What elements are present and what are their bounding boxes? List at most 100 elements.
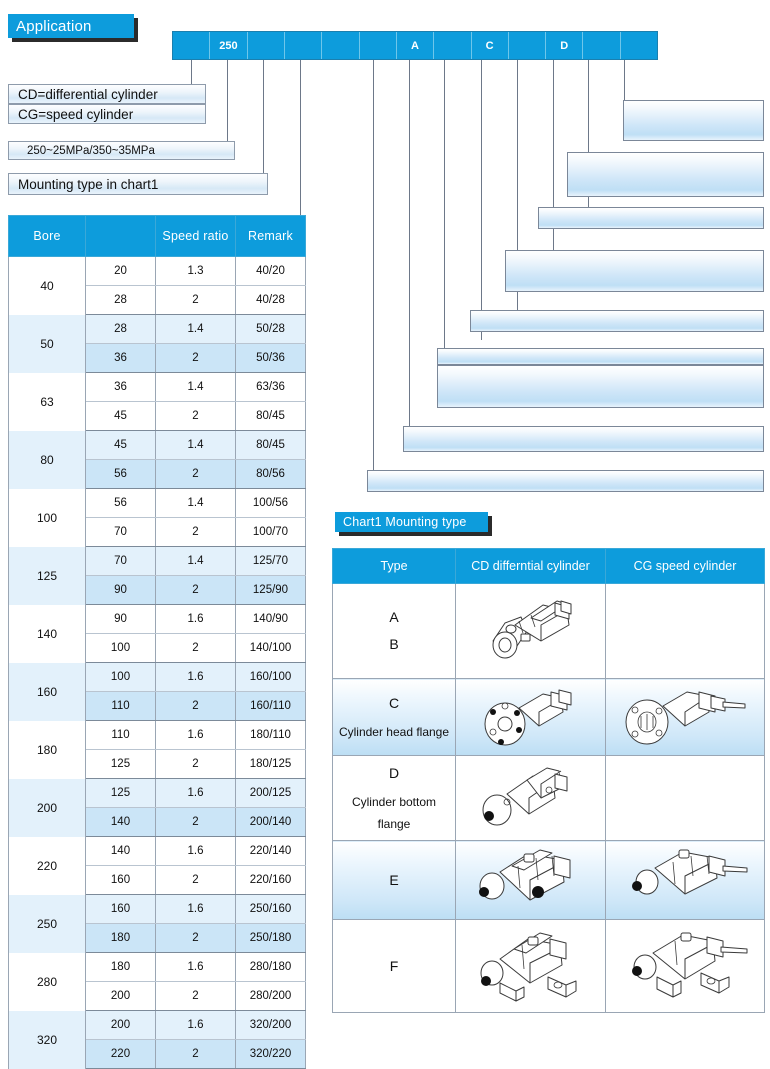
cell-remark: 40/28: [235, 285, 306, 315]
cell-speed-ratio: 2: [155, 691, 236, 721]
cell-cg-cylinder-image: [605, 583, 765, 679]
cell-rod-diameter: 45: [85, 430, 156, 460]
descriptor-cd-differential-label: CD=differential cylinder: [18, 86, 158, 102]
cell-bore: 180: [8, 720, 86, 779]
cell-mounting-type: D Cylinder bottom flange: [332, 754, 456, 842]
table-row: 40 20 1.3 40/20: [8, 256, 306, 315]
cell-speed-ratio: 2: [155, 865, 236, 895]
bore-table-col-bore: Bore: [8, 215, 86, 257]
code-segment-13: [621, 32, 657, 59]
cell-speed-ratio: 1.4: [155, 372, 236, 402]
cell-cd-cylinder-image: [455, 678, 606, 756]
cell-remark: 280/180: [235, 952, 306, 982]
table-row: 220 140 1.6 220/140: [8, 836, 306, 895]
cell-rod-diameter: 56: [85, 488, 156, 518]
code-segment-12: [583, 32, 621, 59]
bore-spec-table: Bore Speed ratio Remark 40 20 1.3 40/20 28 2 4…: [8, 215, 306, 1069]
code-segment-7: A: [397, 32, 435, 59]
cell-speed-ratio: 1.4: [155, 314, 236, 344]
table-row: 45 2 80/45: [9, 401, 306, 431]
table-row: 80 45 1.4 80/45: [8, 430, 306, 489]
chart1-header-label: Chart1 Mounting type: [343, 514, 467, 529]
cell-cd-cylinder-image: [455, 754, 606, 842]
cell-speed-ratio: 1.4: [155, 430, 236, 460]
table-row: 100 2 140/100: [9, 633, 306, 663]
descriptor-pressure-rating-label: 250~25MPa/350~35MPa: [27, 144, 155, 157]
table-row: 160 2 220/160: [9, 865, 306, 895]
cell-rod-diameter: 70: [85, 546, 156, 576]
mounting-type-letter: E: [389, 871, 399, 888]
bore-table-col-rod: [85, 215, 156, 257]
table-row: 280 180 1.6 280/180: [8, 952, 306, 1011]
cell-rod-diameter: 160: [85, 865, 156, 895]
application-header-tag: Application: [8, 14, 134, 38]
cell-speed-ratio: 2: [155, 923, 236, 953]
cell-mounting-type: C Cylinder head flange: [332, 678, 456, 756]
cell-bore: 50: [8, 314, 86, 373]
cell-remark: 50/36: [235, 343, 306, 373]
cell-speed-ratio: 1.4: [155, 546, 236, 576]
cell-rod-diameter: 56: [85, 459, 156, 489]
cell-remark: 250/160: [235, 894, 306, 924]
cell-cg-cylinder-image: [605, 754, 765, 842]
cell-remark: 180/125: [235, 749, 306, 779]
bore-table-col-remark: Remark: [235, 215, 306, 257]
leader-line-seg5: [373, 60, 374, 484]
cell-speed-ratio: 1.6: [155, 952, 236, 982]
bore-table-header-row: Bore Speed ratio Remark: [8, 215, 306, 257]
cell-bore: 160: [8, 662, 86, 721]
cell-rod-diameter: 36: [85, 343, 156, 373]
mounting-type-letter: C: [388, 695, 400, 712]
code-segment-10: [509, 32, 547, 59]
cell-bore: 40: [8, 256, 86, 315]
cell-speed-ratio: 2: [155, 343, 236, 373]
table-row: 63 36 1.4 63/36: [8, 372, 306, 431]
cell-speed-ratio: 1.6: [155, 662, 236, 692]
table-row: 180 110 1.6 180/110: [8, 720, 306, 779]
chart1-table-header-row: Type CD differntial cylinder CG speed cy…: [332, 548, 765, 584]
callout-box-3: [538, 207, 764, 229]
cell-cd-cylinder-image: [455, 583, 606, 679]
leader-line-seg7: [444, 60, 445, 388]
chart1-mounting-type-table: Type CD differntial cylinder CG speed cy…: [332, 548, 765, 1014]
bore-table-col-speed-ratio: Speed ratio: [155, 215, 236, 257]
code-segment-9: C: [472, 32, 509, 59]
chart1-table-head: Type CD differntial cylinder CG speed cy…: [332, 548, 765, 584]
descriptor-cd-differential: CD=differential cylinder: [8, 84, 206, 104]
table-row: 90 2 125/90: [9, 575, 306, 605]
cell-remark: 160/100: [235, 662, 306, 692]
cell-remark: 320/200: [235, 1010, 306, 1040]
table-row: 100 56 1.4 100/56: [8, 488, 306, 547]
cell-speed-ratio: 2: [155, 285, 236, 315]
table-row: 140 90 1.6 140/90: [8, 604, 306, 663]
cell-speed-ratio: 1.6: [155, 1010, 236, 1040]
mounting-type-letter: D: [388, 765, 400, 781]
cell-rod-diameter: 140: [85, 836, 156, 866]
mounting-type-description: Cylinder bottom flange: [351, 794, 437, 832]
cell-rod-diameter: 20: [85, 256, 156, 286]
cell-remark: 280/200: [235, 981, 306, 1011]
callout-box-1: [623, 100, 764, 141]
cell-bore: 140: [8, 604, 86, 663]
code-segment-1: [173, 32, 211, 59]
callout-box-2: [567, 152, 764, 197]
cell-remark: 100/56: [235, 488, 306, 518]
leader-line-seg9: [517, 60, 518, 310]
leader-line-seg11: [588, 60, 589, 207]
table-row: 160 100 1.6 160/100: [8, 662, 306, 721]
ordering-code-bar: 250 A C D: [172, 31, 658, 60]
table-row: 200 125 1.6 200/125: [8, 778, 306, 837]
code-segment-2: 250: [210, 32, 248, 59]
cell-bore: 250: [8, 894, 86, 953]
cell-remark: 140/100: [235, 633, 306, 663]
cell-speed-ratio: 2: [155, 633, 236, 663]
cell-bore: 63: [8, 372, 86, 431]
cell-remark: 220/140: [235, 836, 306, 866]
cell-rod-diameter: 220: [85, 1039, 156, 1069]
table-row: 250 160 1.6 250/160: [8, 894, 306, 953]
callout-box-8: [403, 426, 764, 452]
cell-speed-ratio: 2: [155, 517, 236, 547]
cell-speed-ratio: 1.4: [155, 488, 236, 518]
